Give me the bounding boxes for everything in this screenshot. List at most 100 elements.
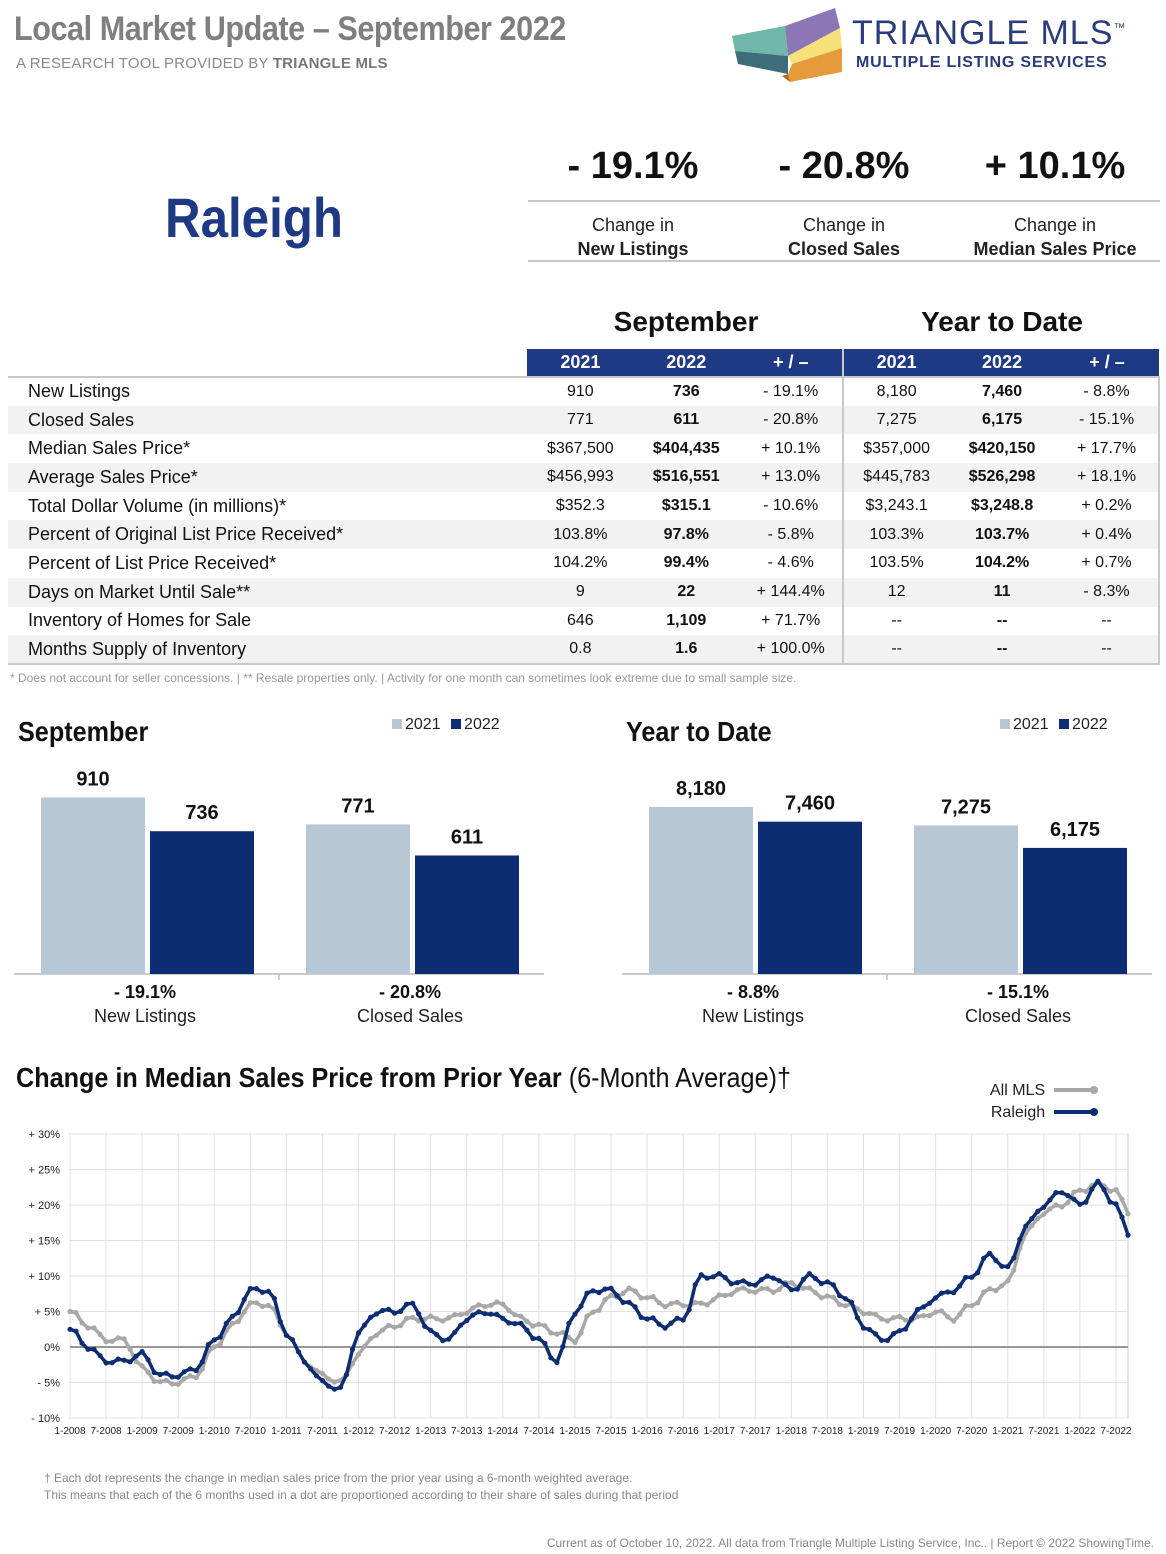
col-month-change: + / – — [739, 349, 844, 377]
series-point — [836, 1301, 843, 1308]
bar-chart-month: 910 736 - 19.1% New Listings 771 611 - 20.8% Cl… — [14, 768, 544, 1026]
series-point — [632, 1288, 638, 1294]
table-row: Median Sales Price* $367,500 $404,435 + 10.… — [8, 434, 1160, 464]
series-point — [217, 1334, 223, 1340]
bar-chart-month-title: September — [18, 716, 149, 747]
series-point — [247, 1300, 253, 1306]
series-point — [1047, 1206, 1053, 1212]
series-point — [728, 1291, 734, 1298]
cell-ytd-2021: 7,275 — [842, 405, 950, 435]
kpi-divider-bottom — [528, 260, 1160, 262]
series-point — [662, 1304, 668, 1310]
series-point — [187, 1366, 193, 1372]
cell-month-2021: 9 — [527, 577, 634, 607]
kpi-value: - 19.1% — [567, 145, 699, 187]
series-point — [470, 1312, 476, 1318]
series-point — [265, 1302, 271, 1309]
series-point — [722, 1275, 728, 1281]
series-point — [446, 1315, 452, 1321]
series-point — [452, 1329, 458, 1335]
series-point — [656, 1300, 662, 1306]
cell-ytd-change: - 8.3% — [1055, 577, 1160, 607]
bar-2022 — [150, 831, 254, 974]
series-point — [548, 1330, 554, 1336]
series-point — [987, 1286, 993, 1292]
series-point — [951, 1290, 957, 1296]
series-point — [374, 1332, 380, 1338]
x-tick-label: 1-2021 — [992, 1426, 1024, 1437]
series-point — [295, 1349, 301, 1355]
x-tick-label: 7-2008 — [90, 1426, 122, 1437]
cell-month-change: + 13.0% — [739, 463, 844, 492]
y-tick-label: + 30% — [29, 1129, 61, 1141]
series-point — [536, 1321, 542, 1327]
series-point — [319, 1378, 326, 1384]
series-point — [464, 1317, 470, 1324]
bar-value-label: 7,460 — [785, 793, 835, 815]
series-point — [728, 1281, 734, 1287]
cell-ytd-change: -- — [1055, 606, 1160, 636]
series-point — [368, 1336, 374, 1342]
cell-month-2022: 736 — [633, 376, 740, 406]
cell-month-2022: 99.4% — [663, 554, 709, 572]
cell-ytd-2022: 104.2% — [974, 554, 1030, 572]
series-point — [650, 1294, 656, 1300]
triangle-logo-icon — [732, 8, 842, 82]
series-point — [199, 1366, 205, 1372]
series-point — [434, 1316, 440, 1322]
series-point — [740, 1285, 746, 1291]
series-point — [842, 1303, 849, 1309]
cell-ytd-change: + 0.2% — [1055, 491, 1160, 521]
series-point — [560, 1329, 566, 1335]
series-point — [1059, 1204, 1065, 1210]
series-point — [939, 1308, 945, 1314]
series-point — [79, 1320, 85, 1326]
series-point — [518, 1313, 524, 1319]
series-point — [542, 1323, 548, 1329]
series-point — [380, 1307, 386, 1314]
series-point — [884, 1337, 891, 1344]
row-label: Closed Sales — [8, 405, 528, 435]
series-point — [440, 1338, 446, 1344]
cell-month-2021: $367,500 — [546, 439, 614, 457]
series-point — [897, 1328, 903, 1334]
series-point — [650, 1315, 656, 1321]
series-point — [440, 1318, 446, 1324]
bar-value-label: 910 — [76, 768, 109, 790]
y-tick-label: - 10% — [31, 1413, 60, 1425]
cell-ytd-2022: $3,248.8 — [970, 497, 1034, 515]
cell-ytd-change: - 8.8% — [1055, 376, 1160, 406]
cell-ytd-change: -- — [1055, 635, 1160, 665]
row-label: Days on Market Until Sale** — [8, 577, 528, 607]
cell-ytd-change: + 0.7% — [1055, 549, 1160, 578]
x-tick-label: 1-2020 — [920, 1426, 952, 1437]
cell-month-change: - 20.8% — [739, 405, 844, 435]
series-point — [626, 1299, 632, 1305]
series-point — [181, 1369, 187, 1375]
x-tick-label: 1-2011 — [271, 1426, 302, 1437]
col-ytd-change: + / – — [1055, 349, 1159, 377]
series-point — [506, 1320, 512, 1326]
table-header-blank — [8, 349, 528, 377]
series-point — [1041, 1204, 1047, 1210]
line-chart-legend: All MLS Raleigh — [990, 1082, 1100, 1122]
series-point — [836, 1293, 843, 1299]
series-point — [969, 1274, 975, 1280]
y-tick-label: + 10% — [29, 1271, 61, 1283]
series-point — [458, 1312, 464, 1318]
series-point — [163, 1377, 169, 1383]
table-row: Average Sales Price* $456,993 $516,551 + 13… — [8, 463, 1160, 492]
series-point — [933, 1309, 939, 1315]
series-point — [993, 1257, 999, 1263]
series-point — [632, 1304, 638, 1310]
row-label: Percent of Original List Price Received* — [8, 520, 528, 550]
series-point — [584, 1313, 590, 1319]
series-point — [566, 1320, 572, 1326]
series-point — [368, 1314, 374, 1320]
series-point — [644, 1316, 650, 1322]
series-point — [157, 1379, 163, 1385]
series-point — [1119, 1214, 1125, 1220]
series-point — [915, 1306, 921, 1313]
row-label: Inventory of Homes for Sale — [28, 610, 252, 631]
series-point — [187, 1373, 193, 1379]
